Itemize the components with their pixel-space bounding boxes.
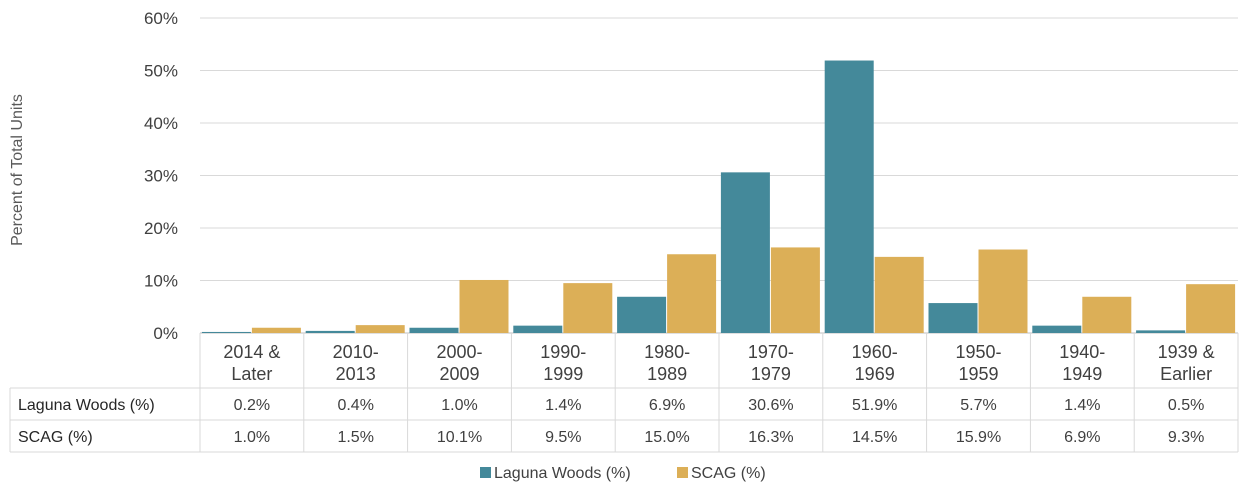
data-label: 16.3% <box>748 429 793 446</box>
gridlines <box>200 17 1238 334</box>
x-category-label: 1999 <box>543 364 583 384</box>
bars <box>201 60 1236 334</box>
data-label: 10.1% <box>437 429 482 446</box>
legend-label: SCAG (%) <box>691 465 766 482</box>
bar-scag <box>251 327 301 333</box>
data-label: 0.5% <box>1168 397 1204 414</box>
y-tick-label: 10% <box>144 272 178 291</box>
bar-laguna-woods <box>1032 325 1082 333</box>
bar-scag <box>459 279 509 333</box>
x-category-label: 1989 <box>647 364 687 384</box>
x-category-label: Earlier <box>1160 364 1212 384</box>
x-category-label: 2010- <box>333 342 379 362</box>
data-label: 1.0% <box>441 397 477 414</box>
data-label: 9.3% <box>1168 429 1204 446</box>
data-label: 1.0% <box>234 429 270 446</box>
x-category-label: 1950- <box>955 342 1001 362</box>
data-label: 15.9% <box>956 429 1001 446</box>
bar-laguna-woods <box>1136 330 1186 333</box>
x-category-label: 2000- <box>436 342 482 362</box>
data-label: 6.9% <box>1064 429 1100 446</box>
y-tick-label: 30% <box>144 167 178 186</box>
x-category-label: 1949 <box>1062 364 1102 384</box>
y-tick-label: 20% <box>144 219 178 238</box>
x-category-label: 1990- <box>540 342 586 362</box>
bar-scag <box>874 256 924 333</box>
x-category-label: 1940- <box>1059 342 1105 362</box>
bar-scag <box>667 254 717 333</box>
data-label: 1.4% <box>545 397 581 414</box>
data-label: 6.9% <box>649 397 685 414</box>
y-tick-label: 40% <box>144 114 178 133</box>
bar-laguna-woods <box>513 325 563 333</box>
table-row-label: Laguna Woods (%) <box>18 397 155 414</box>
x-category-label: 1969 <box>855 364 895 384</box>
data-label: 0.4% <box>337 397 373 414</box>
data-label: 14.5% <box>852 429 897 446</box>
data-label: 1.5% <box>337 429 373 446</box>
data-label: 9.5% <box>545 429 581 446</box>
bar-scag <box>355 325 405 333</box>
data-table: 2014 &Later 2010-2013 2000-2009 1990-1999 19… <box>9 333 1239 453</box>
bar-laguna-woods <box>824 60 874 334</box>
y-axis-ticks: 0% 10% 20% 30% 40% 50% 60% <box>144 9 178 343</box>
table-row-label: SCAG (%) <box>18 429 93 446</box>
data-label: 1.4% <box>1064 397 1100 414</box>
data-label: 15.0% <box>644 429 689 446</box>
bar-laguna-woods <box>409 327 459 333</box>
data-label: 0.2% <box>234 397 270 414</box>
x-category-label: 2014 & <box>223 342 280 362</box>
bar-laguna-woods <box>928 303 978 333</box>
legend-label: Laguna Woods (%) <box>494 465 631 482</box>
bar-laguna-woods <box>201 331 251 333</box>
data-label: 5.7% <box>960 397 996 414</box>
bar-scag <box>1082 296 1132 333</box>
y-tick-label: 0% <box>153 324 178 343</box>
bar-laguna-woods <box>720 172 770 333</box>
x-category-label: 1960- <box>852 342 898 362</box>
x-category-label: 1939 & <box>1158 342 1215 362</box>
x-category-label: 2013 <box>336 364 376 384</box>
legend-swatch <box>677 467 688 478</box>
bar-scag <box>1186 284 1236 333</box>
bar-scag <box>563 283 613 333</box>
x-category-label: 1970- <box>748 342 794 362</box>
y-tick-label: 60% <box>144 9 178 28</box>
data-label: 51.9% <box>852 397 897 414</box>
legend-swatch <box>480 467 491 478</box>
bar-scag <box>978 249 1028 333</box>
y-axis-label: Percent of Total Units <box>9 94 26 246</box>
x-category-label: 1980- <box>644 342 690 362</box>
y-tick-label: 50% <box>144 62 178 81</box>
x-category-label: Later <box>231 364 272 384</box>
bar-laguna-woods <box>305 330 355 333</box>
x-category-label: 2009 <box>439 364 479 384</box>
x-category-label: 1979 <box>751 364 791 384</box>
x-category-label: 1959 <box>958 364 998 384</box>
bar-scag <box>770 247 820 333</box>
data-label: 30.6% <box>748 397 793 414</box>
bar-laguna-woods <box>617 296 667 333</box>
legend: Laguna Woods (%) SCAG (%) <box>480 465 766 482</box>
